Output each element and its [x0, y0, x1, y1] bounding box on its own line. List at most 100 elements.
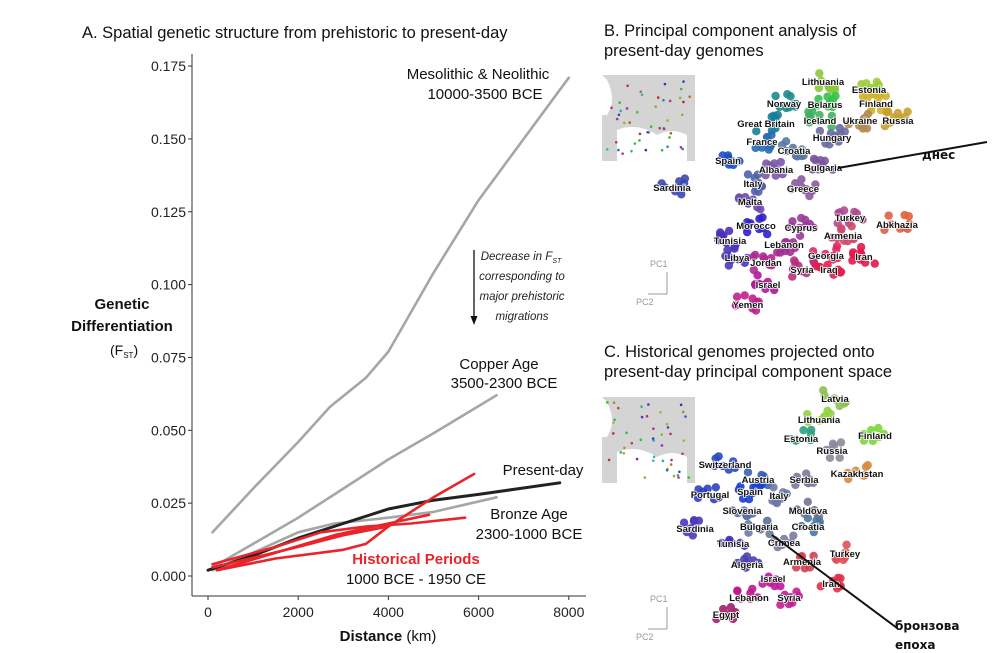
sample-point	[863, 461, 872, 470]
population-label: Malta	[738, 197, 763, 208]
label-bronze-dates: 2300-1000 BCE	[476, 526, 583, 543]
sample-point	[776, 157, 785, 167]
map-sample-dot	[622, 451, 626, 455]
map-sample-dot	[661, 459, 665, 463]
sample-point	[736, 482, 745, 491]
sample-point	[822, 445, 831, 455]
sample-point	[832, 241, 842, 251]
sample-point	[817, 76, 826, 86]
map-sample-dot	[646, 130, 649, 134]
sample-point	[815, 126, 825, 136]
map-sea	[617, 126, 687, 161]
callout-line-present	[837, 141, 988, 169]
map-sample-dot	[666, 119, 669, 122]
map-sample-dot	[684, 415, 687, 418]
series-line-prehistoric-0	[211, 76, 571, 534]
sample-point	[821, 139, 830, 148]
sample-point	[881, 91, 890, 101]
callout-present: днес	[922, 148, 955, 162]
sample-point	[797, 175, 806, 184]
sample-point	[862, 124, 872, 133]
population-label: Ukraine	[843, 116, 878, 127]
map-sample-dot	[635, 457, 639, 461]
population-label: Estonia	[852, 85, 887, 96]
sample-point	[809, 223, 819, 232]
sample-point	[791, 179, 800, 188]
population-label: Moldova	[789, 506, 828, 517]
map-sample-dot	[640, 405, 643, 408]
sample-point	[833, 253, 842, 263]
population-label: Morocco	[736, 221, 776, 232]
sample-point	[717, 231, 726, 241]
sample-point	[762, 159, 771, 168]
y-tick-label: 0.175	[151, 58, 186, 74]
sample-point	[787, 538, 796, 547]
sample-point	[811, 262, 821, 271]
pc1-label: PC1	[650, 594, 668, 604]
sample-point	[746, 588, 755, 598]
map-sample-dot	[668, 136, 671, 139]
map-sample-dot	[638, 139, 641, 142]
population-label: Spain	[737, 487, 763, 498]
ylabel-sub: ST	[123, 351, 133, 360]
map-sample-dot	[660, 433, 664, 436]
sample-point	[806, 429, 815, 438]
map-sample-dot	[682, 100, 685, 104]
sample-point	[799, 426, 808, 435]
map-sample-dot	[626, 84, 629, 88]
sample-point	[750, 173, 759, 183]
series-line-present-3	[206, 481, 562, 572]
sample-point	[770, 159, 779, 168]
sample-point	[839, 555, 848, 565]
sample-point	[732, 292, 742, 301]
sample-point	[779, 534, 789, 544]
map-sample-dot	[635, 110, 639, 114]
y-tick-label: 0.125	[151, 204, 186, 220]
sample-point	[724, 261, 733, 270]
map-sample-dot	[678, 470, 681, 474]
sample-point	[809, 154, 819, 164]
sample-point	[803, 417, 813, 426]
sample-point	[733, 586, 742, 596]
x-tick-label: 4000	[373, 604, 404, 620]
population-label: Tunisia	[714, 236, 747, 247]
sample-point	[880, 121, 890, 131]
sample-point	[769, 483, 778, 492]
sample-point	[679, 518, 689, 527]
map-sea	[602, 397, 612, 437]
sample-point	[724, 226, 734, 236]
sample-point	[848, 248, 858, 257]
sample-point	[775, 102, 784, 112]
panel-a-axes	[191, 54, 586, 597]
sample-point	[785, 103, 794, 112]
map-sample-dot	[679, 87, 683, 91]
sample-point	[827, 122, 836, 131]
map-sample-dot	[614, 140, 618, 144]
map-sample-dot	[652, 427, 655, 431]
sample-point	[859, 429, 869, 439]
sample-point	[735, 157, 744, 166]
population-label: Tunisia	[717, 539, 750, 550]
map-sample-dot	[638, 132, 642, 136]
sample-point	[753, 271, 762, 280]
sample-point	[753, 593, 762, 602]
sample-point	[718, 151, 727, 160]
sample-point	[884, 107, 893, 117]
sample-point	[815, 69, 824, 78]
population-label: Spain	[715, 156, 741, 167]
map-sample-dot	[672, 474, 676, 478]
panel-a-title: A. Spatial genetic structure from prehis…	[82, 24, 508, 42]
sample-point	[743, 170, 753, 179]
sample-point	[791, 99, 800, 109]
map-sample-dot	[663, 82, 667, 86]
sample-point	[729, 457, 738, 466]
sample-point	[884, 211, 893, 220]
sample-point	[759, 472, 768, 481]
panel-b-title-line1: B. Principal component analysis of	[604, 22, 857, 40]
sample-point	[804, 107, 813, 116]
sample-point	[788, 598, 797, 607]
sample-point	[755, 214, 764, 223]
sample-point	[749, 556, 758, 565]
series-line-historical-7	[211, 525, 390, 569]
sample-point	[810, 506, 819, 515]
